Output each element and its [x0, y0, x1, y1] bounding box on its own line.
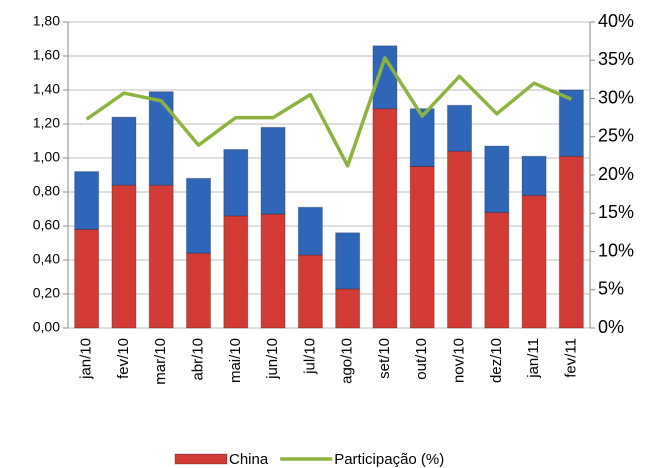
- bar: [558, 155, 584, 329]
- y2-tick-label: 5%: [598, 279, 624, 299]
- y-tick-label: 1,20: [33, 115, 60, 131]
- bar: [409, 108, 435, 167]
- y-tick-label: 0,20: [33, 285, 60, 301]
- y2-tick-label: 30%: [598, 87, 634, 107]
- legend-swatch: [174, 453, 228, 465]
- x-tick-label: jan/11: [525, 338, 542, 379]
- bar: [223, 215, 249, 329]
- legend-item: China: [174, 451, 269, 468]
- bar: [484, 145, 510, 213]
- bar: [297, 254, 323, 329]
- x-tick-label: nov/10: [450, 338, 467, 383]
- bar: [372, 108, 398, 329]
- legend-label: China: [229, 451, 269, 468]
- bar: [111, 184, 137, 329]
- y2-tick-label: 40%: [598, 11, 634, 31]
- bar: [111, 116, 137, 186]
- x-tick-label: fev/10: [115, 338, 132, 379]
- y-tick-label: 0,80: [33, 183, 60, 199]
- bar: [335, 288, 361, 329]
- bar: [297, 206, 323, 256]
- x-tick-label: mar/10: [152, 338, 169, 385]
- bar: [186, 177, 211, 254]
- x-tick-label: out/10: [413, 338, 430, 380]
- bar: [74, 171, 100, 230]
- x-tick-label: set/10: [376, 338, 393, 379]
- bar: [74, 228, 100, 329]
- bar: [260, 126, 286, 215]
- x-tick-label: dez/10: [488, 338, 505, 383]
- y2-tick-label: 15%: [598, 202, 634, 222]
- bar: [148, 184, 174, 329]
- bar: [186, 252, 211, 329]
- y-tick-label: 1,60: [33, 47, 60, 63]
- y2-tick-label: 25%: [598, 126, 634, 146]
- bar: [223, 149, 249, 217]
- y-tick-label: 1,40: [33, 81, 60, 97]
- bar: [558, 89, 584, 157]
- y2-tick-label: 35%: [598, 49, 634, 69]
- bar: [447, 150, 472, 329]
- x-tick-label: abr/10: [189, 338, 206, 381]
- x-tick-label: jun/10: [264, 338, 281, 380]
- x-tick-label: jul/10: [301, 338, 318, 375]
- line: [85, 56, 573, 168]
- legend-item: Participação (%): [280, 451, 444, 468]
- x-tick-label: mai/10: [227, 338, 244, 383]
- y2-tick-label: 20%: [598, 164, 634, 184]
- bar: [447, 104, 472, 152]
- x-tick-label: jan/10: [78, 338, 95, 380]
- bar: [335, 232, 361, 290]
- x-tick-label: ago/10: [339, 338, 356, 384]
- y-tick-label: 0,40: [33, 251, 60, 267]
- y-tick-label: 1,80: [33, 13, 60, 29]
- y-tick-label: 0,00: [33, 319, 60, 335]
- legend-label: Participação (%): [334, 451, 444, 468]
- bar: [521, 155, 547, 196]
- bar: [521, 194, 547, 329]
- bar: [148, 91, 174, 186]
- bar: [409, 166, 435, 329]
- y2-tick-label: 10%: [598, 240, 634, 260]
- x-tick-label: fev/11: [562, 338, 579, 378]
- y2-tick-label: 0%: [598, 317, 624, 337]
- y-tick-label: 0,60: [33, 217, 60, 233]
- y-tick-label: 1,00: [33, 149, 60, 165]
- bar: [484, 211, 510, 329]
- bar: [260, 213, 286, 329]
